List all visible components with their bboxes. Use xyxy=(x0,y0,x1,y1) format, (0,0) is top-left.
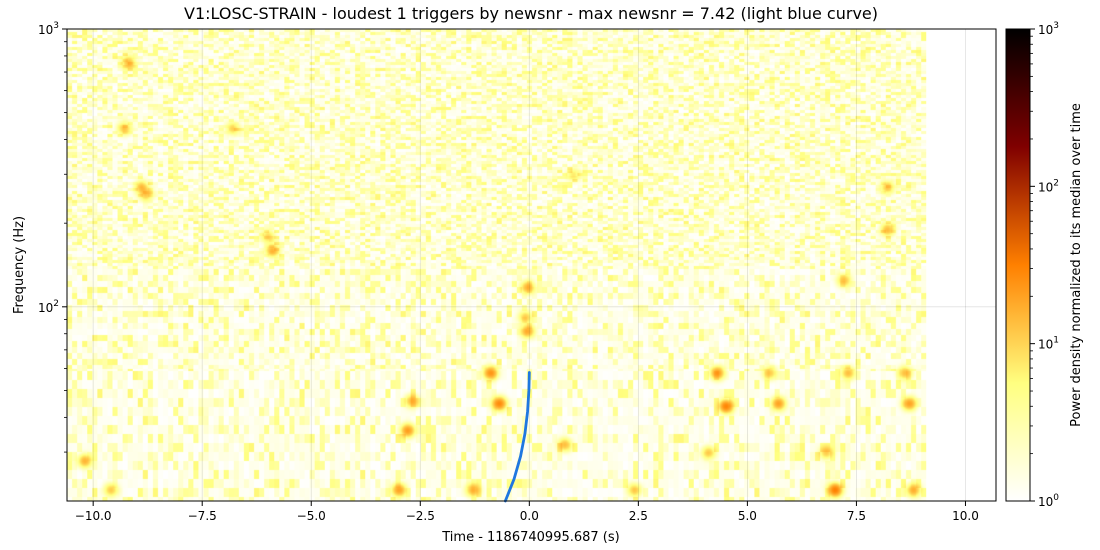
colorbar-frame xyxy=(1005,28,1031,502)
plot-frame xyxy=(66,28,997,502)
x-tick-label: −5.0 xyxy=(297,509,326,523)
y-tick-label-base: 10 xyxy=(38,23,53,37)
colorbar-tick-label-base: 10 xyxy=(1038,180,1053,194)
spectrogram-heatmap xyxy=(67,29,927,501)
x-tick-label: 7.5 xyxy=(847,509,866,523)
x-tick-label: 2.5 xyxy=(629,509,648,523)
x-tick-label: −7.5 xyxy=(188,509,217,523)
plot-area xyxy=(66,28,997,503)
trigger-curve xyxy=(503,371,531,503)
y-tick-label-exponent: 3 xyxy=(53,21,59,31)
colorbar-tick-label-base: 10 xyxy=(1038,23,1053,37)
colorbar-tick-label: 101 xyxy=(1038,336,1059,352)
colorbar-tick-label: 103 xyxy=(1038,21,1059,37)
colorbar-tick-label-exponent: 0 xyxy=(1053,493,1059,503)
x-tick-label: 10.0 xyxy=(952,509,979,523)
colorbar-tick-label: 102 xyxy=(1038,178,1059,194)
y-tick-label-base: 10 xyxy=(38,301,53,315)
x-axis-label: Time - 1186740995.687 (s) xyxy=(441,530,619,545)
colorbar-tick-label-exponent: 3 xyxy=(1053,21,1059,31)
y-axis-label: Frequency (Hz) xyxy=(12,216,27,314)
x-axis: −10.0 −7.5 −5.0 −2.5 0.0 2.5 5.0 7.5 10.0 xyxy=(75,501,979,523)
x-tick-label: 5.0 xyxy=(738,509,757,523)
colorbar-gradient xyxy=(1006,29,1030,501)
x-tick-label: −10.0 xyxy=(75,509,112,523)
colorbar-label: Power density normalized to its median o… xyxy=(1069,103,1084,427)
colorbar-tick-label-base: 10 xyxy=(1038,495,1053,509)
chart-title: V1:LOSC-STRAIN - loudest 1 triggers by n… xyxy=(184,4,878,23)
colorbar-tick-label-exponent: 1 xyxy=(1053,336,1059,346)
colorbar-tick-label-exponent: 2 xyxy=(1053,178,1059,188)
colorbar-tick-label-base: 10 xyxy=(1038,338,1053,352)
x-tick-label: −2.5 xyxy=(406,509,435,523)
y-tick-label-exponent: 2 xyxy=(53,299,59,309)
colorbar-tick-label: 100 xyxy=(1038,493,1059,509)
y-tick-label: 103 xyxy=(38,21,59,37)
x-tick-label: 0.0 xyxy=(520,509,539,523)
y-tick-label: 102 xyxy=(38,299,59,315)
